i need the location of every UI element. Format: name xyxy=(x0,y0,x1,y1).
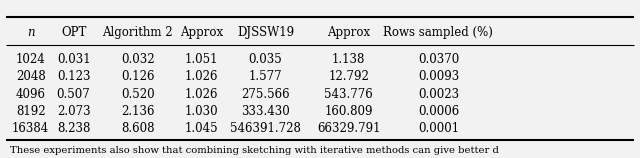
Text: 4096: 4096 xyxy=(16,88,45,100)
Text: 0.0006: 0.0006 xyxy=(418,105,459,118)
Text: 16384: 16384 xyxy=(12,122,49,135)
Text: 0.123: 0.123 xyxy=(57,70,90,83)
Text: Approx: Approx xyxy=(327,26,371,39)
Text: 2.073: 2.073 xyxy=(57,105,90,118)
Text: 0.031: 0.031 xyxy=(57,53,90,66)
Text: 2.136: 2.136 xyxy=(121,105,154,118)
Text: n: n xyxy=(27,26,35,39)
Text: 8.238: 8.238 xyxy=(57,122,90,135)
Text: 0.126: 0.126 xyxy=(121,70,154,83)
Text: 12.792: 12.792 xyxy=(328,70,369,83)
Text: DJSSW19: DJSSW19 xyxy=(237,26,294,39)
Text: 160.809: 160.809 xyxy=(324,105,373,118)
Text: 1.138: 1.138 xyxy=(332,53,365,66)
Text: 0.0023: 0.0023 xyxy=(418,88,459,100)
Text: 2048: 2048 xyxy=(16,70,45,83)
Text: Rows sampled (%): Rows sampled (%) xyxy=(383,26,493,39)
Text: Algorithm 2: Algorithm 2 xyxy=(102,26,173,39)
Text: 8192: 8192 xyxy=(16,105,45,118)
Text: 0.520: 0.520 xyxy=(121,88,154,100)
Text: 1.577: 1.577 xyxy=(249,70,282,83)
Text: 1024: 1024 xyxy=(16,53,45,66)
Text: 1.051: 1.051 xyxy=(185,53,218,66)
Text: 275.566: 275.566 xyxy=(241,88,290,100)
Text: 0.507: 0.507 xyxy=(57,88,90,100)
Text: 1.045: 1.045 xyxy=(185,122,218,135)
Text: 0.032: 0.032 xyxy=(121,53,154,66)
Text: These experiments also show that combining sketching with iterative methods can : These experiments also show that combini… xyxy=(10,146,499,155)
Text: 0.035: 0.035 xyxy=(249,53,282,66)
Text: 1.026: 1.026 xyxy=(185,70,218,83)
Text: 0.0001: 0.0001 xyxy=(418,122,459,135)
Text: 1.026: 1.026 xyxy=(185,88,218,100)
Text: 1.030: 1.030 xyxy=(185,105,218,118)
Text: 0.0093: 0.0093 xyxy=(418,70,459,83)
Text: 66329.791: 66329.791 xyxy=(317,122,381,135)
Text: 543.776: 543.776 xyxy=(324,88,373,100)
Text: OPT: OPT xyxy=(61,26,86,39)
Text: 333.430: 333.430 xyxy=(241,105,290,118)
Text: 546391.728: 546391.728 xyxy=(230,122,301,135)
Text: 8.608: 8.608 xyxy=(121,122,154,135)
Text: 0.0370: 0.0370 xyxy=(418,53,459,66)
Text: Approx: Approx xyxy=(180,26,223,39)
